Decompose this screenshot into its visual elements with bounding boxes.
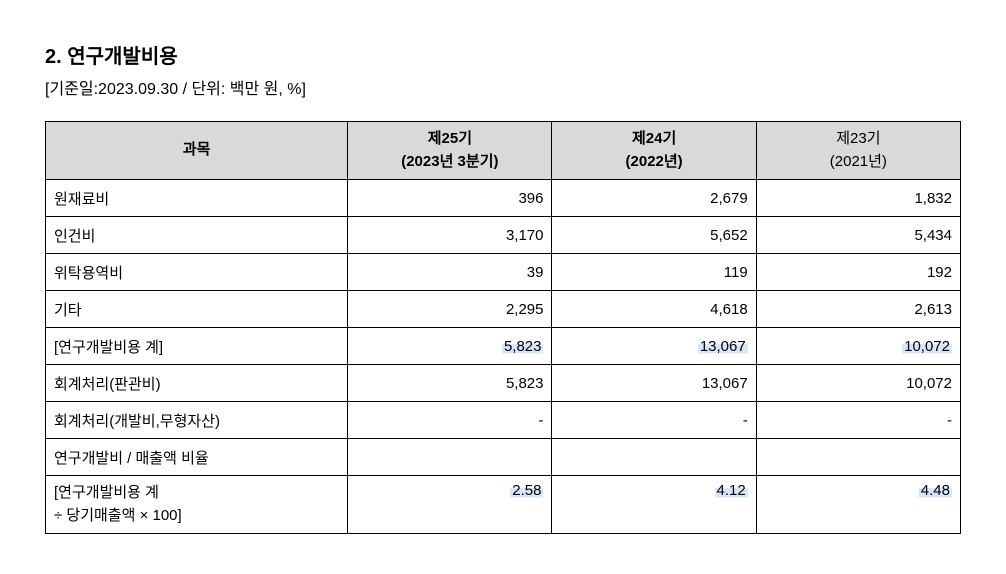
cell-value	[348, 439, 552, 476]
row-label: 회계처리(판관비)	[46, 365, 348, 402]
section-title: 2. 연구개발비용	[45, 40, 961, 69]
col-header-p24: 제24기 (2022년)	[552, 122, 756, 180]
cell-value: 2,613	[756, 291, 960, 328]
row-label: 원재료비	[46, 180, 348, 217]
cell-value: 10,072	[756, 328, 960, 365]
cell-value	[552, 439, 756, 476]
table-row: 원재료비3962,6791,832	[46, 180, 961, 217]
cell-value: 396	[348, 180, 552, 217]
row-label: 연구개발비 / 매출액 비율	[46, 439, 348, 476]
highlighted-value: 10,072	[902, 338, 952, 355]
cell-value: 5,823	[348, 328, 552, 365]
row-label: 회계처리(개발비,무형자산)	[46, 402, 348, 439]
row-label-ratio: [연구개발비용 계 ÷ 당기매출액 × 100]	[46, 476, 348, 534]
table-row: 위탁용역비39119192	[46, 254, 961, 291]
cell-value: 1,832	[756, 180, 960, 217]
row-label: 위탁용역비	[46, 254, 348, 291]
cell-value: 2,679	[552, 180, 756, 217]
cell-value: 5,434	[756, 217, 960, 254]
cell-value: -	[348, 402, 552, 439]
cell-value: 3,170	[348, 217, 552, 254]
table-row: [연구개발비용 계] 5,823 13,067 10,072	[46, 328, 961, 365]
cell-value: -	[552, 402, 756, 439]
row-label-ratio-l2: ÷ 당기매출액 × 100]	[54, 507, 182, 524]
cell-value: 4.48	[756, 476, 960, 534]
cell-value: 192	[756, 254, 960, 291]
col-header-p23-l1: 제23기	[836, 130, 880, 147]
highlighted-value: 5,823	[502, 338, 544, 355]
cell-value: 2.58	[348, 476, 552, 534]
cell-value: 5,652	[552, 217, 756, 254]
row-label-ratio-l1: [연구개발비용 계	[54, 484, 159, 501]
col-header-p25: 제25기 (2023년 3분기)	[348, 122, 552, 180]
cell-value	[756, 439, 960, 476]
highlighted-value: 4.48	[919, 482, 952, 499]
cell-value: 5,823	[348, 365, 552, 402]
col-header-p23: 제23기 (2021년)	[756, 122, 960, 180]
table-row: 연구개발비 / 매출액 비율	[46, 439, 961, 476]
highlighted-value: 2.58	[510, 482, 543, 499]
row-label: 기타	[46, 291, 348, 328]
table-row: 회계처리(개발비,무형자산)---	[46, 402, 961, 439]
table-row: 기타2,2954,6182,613	[46, 291, 961, 328]
cell-value: 119	[552, 254, 756, 291]
col-header-p25-l2: (2023년 3분기)	[401, 153, 498, 170]
col-header-p24-l2: (2022년)	[626, 153, 683, 170]
row-label: [연구개발비용 계]	[46, 328, 348, 365]
cell-value: 2,295	[348, 291, 552, 328]
table-row: 회계처리(판관비)5,82313,06710,072	[46, 365, 961, 402]
row-label: 인건비	[46, 217, 348, 254]
col-header-p24-l1: 제24기	[632, 130, 676, 147]
col-header-category: 과목	[46, 122, 348, 180]
cell-value: 13,067	[552, 328, 756, 365]
highlighted-value: 4.12	[715, 482, 748, 499]
cell-value: 39	[348, 254, 552, 291]
table-row-ratio: [연구개발비용 계 ÷ 당기매출액 × 100] 2.58 4.12 4.48	[46, 476, 961, 534]
cell-value: 4.12	[552, 476, 756, 534]
table-header-row: 과목 제25기 (2023년 3분기) 제24기 (2022년) 제23기 (2…	[46, 122, 961, 180]
cell-value: 10,072	[756, 365, 960, 402]
cell-value: 13,067	[552, 365, 756, 402]
col-header-p23-l2: (2021년)	[830, 153, 887, 170]
cell-value: -	[756, 402, 960, 439]
highlighted-value: 13,067	[698, 338, 748, 355]
rnd-cost-table: 과목 제25기 (2023년 3분기) 제24기 (2022년) 제23기 (2…	[45, 121, 961, 534]
section-subtitle: [기준일:2023.09.30 / 단위: 백만 원, %]	[45, 75, 961, 99]
table-row: 인건비3,1705,6525,434	[46, 217, 961, 254]
cell-value: 4,618	[552, 291, 756, 328]
col-header-p25-l1: 제25기	[428, 130, 472, 147]
